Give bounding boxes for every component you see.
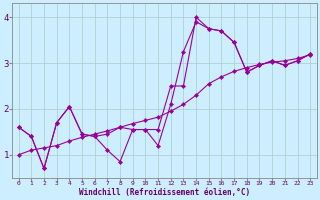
X-axis label: Windchill (Refroidissement éolien,°C): Windchill (Refroidissement éolien,°C): [79, 188, 250, 197]
